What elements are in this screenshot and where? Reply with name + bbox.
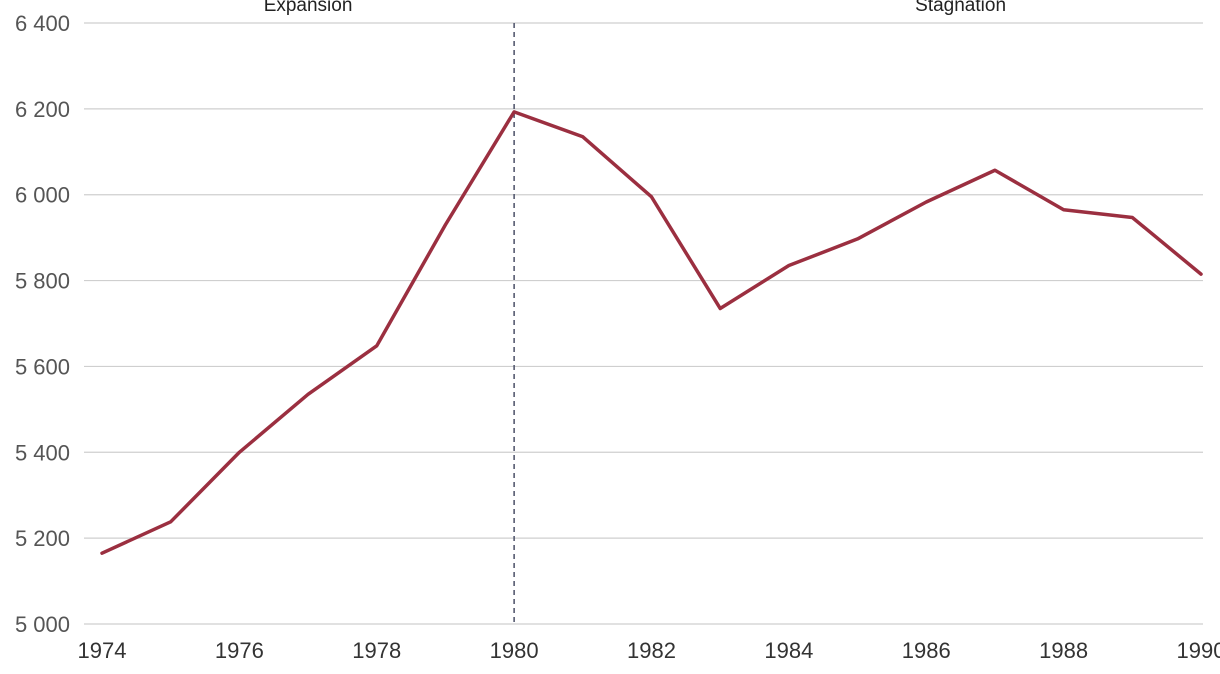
x-tick-label: 1982	[627, 638, 676, 663]
y-tick-label: 6 000	[15, 183, 70, 208]
x-axis: 1974 1976 1978 1980 1982 1984 1986 1988 1990	[78, 638, 1220, 663]
y-tick-label: 5 200	[15, 526, 70, 551]
y-tick-label: 5 800	[15, 269, 70, 294]
x-tick-label: 1974	[78, 638, 127, 663]
y-tick-label: 6 200	[15, 97, 70, 122]
x-tick-label: 1984	[764, 638, 813, 663]
x-tick-label: 1990	[1177, 638, 1220, 663]
x-tick-label: 1986	[902, 638, 951, 663]
y-tick-label: 5 000	[15, 612, 70, 637]
y-tick-label: 5 400	[15, 440, 70, 465]
x-tick-label: 1976	[215, 638, 264, 663]
x-tick-label: 1988	[1039, 638, 1088, 663]
series-line	[100, 110, 1203, 555]
annotation-label: Stagnation	[915, 0, 1006, 16]
annotation-label: Expansion	[264, 0, 353, 16]
x-tick-label: 1978	[352, 638, 401, 663]
gridlines	[84, 22, 1203, 625]
y-tick-label: 5 600	[15, 354, 70, 379]
y-tick-label: 6 400	[15, 11, 70, 36]
annotations: Expansion Stagnation	[264, 0, 1006, 16]
x-tick-label: 1980	[490, 638, 539, 663]
series-group	[100, 110, 1203, 555]
y-axis: 5 000 5 200 5 400 5 600 5 800 6 000 6 200 6 400	[15, 11, 70, 637]
